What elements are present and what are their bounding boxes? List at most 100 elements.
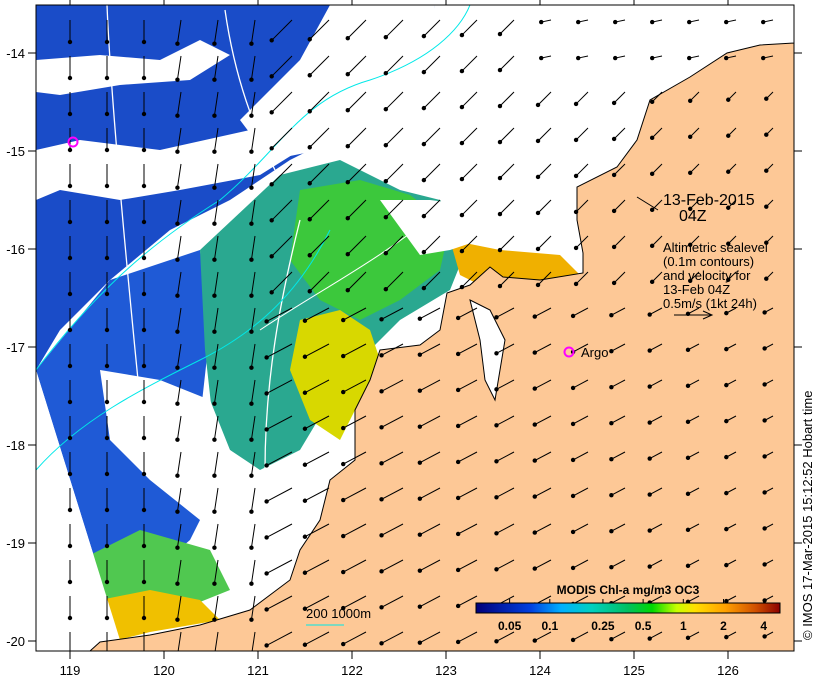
velocity-arrow [176, 307, 182, 332]
velocity-arrow-head [685, 635, 691, 641]
velocity-arrow-head [104, 471, 110, 477]
velocity-arrow-head [539, 19, 544, 25]
king-sound-inlet [469, 299, 506, 402]
velocity-arrow-head [269, 254, 274, 259]
velocity-arrow-head [570, 385, 576, 391]
velocity-arrow [457, 595, 478, 607]
velocity-arrow-head [455, 531, 461, 537]
velocity-arrow-head [570, 529, 576, 535]
velocity-arrow-head [685, 455, 691, 461]
velocity-arrow-head [535, 102, 541, 108]
velocity-arrow [250, 235, 256, 260]
velocity-arrow-head [141, 543, 147, 549]
velocity-arrow [611, 631, 626, 640]
velocity-arrow-head [345, 144, 350, 149]
velocity-arrow-head [532, 350, 537, 355]
velocity-arrow-head [649, 135, 655, 141]
velocity-arrow-head [345, 108, 350, 113]
velocity-arrow-head [104, 147, 110, 153]
velocity-arrow-head [459, 32, 465, 38]
velocity-arrow-head [104, 219, 110, 225]
velocity-arrow [309, 91, 330, 112]
velocity-arrow-head [302, 318, 308, 323]
velocity-arrow [347, 91, 367, 111]
colorbar-tick-label: 0.25 [591, 619, 615, 633]
velocity-arrow [213, 379, 219, 404]
velocity-arrow-head [341, 317, 346, 323]
velocity-arrow [461, 55, 478, 72]
lon-tick-label: 122 [341, 663, 363, 678]
velocity-arrow [572, 631, 589, 641]
lon-tick-label: 121 [247, 663, 269, 678]
velocity-arrow [250, 307, 256, 332]
velocity-arrow [342, 343, 367, 357]
velocity-arrow-head [764, 132, 769, 137]
velocity-arrow [534, 451, 552, 462]
velocity-arrow-head [104, 363, 110, 369]
velocity-arrow-head [685, 419, 691, 425]
velocity-arrow-head [417, 496, 423, 501]
velocity-arrow-head [341, 353, 346, 359]
velocity-arrow [176, 91, 182, 116]
velocity-arrow-head [724, 490, 729, 496]
velocity-arrow-head [570, 493, 576, 499]
velocity-arrow-head [647, 636, 652, 641]
velocity-arrow [534, 559, 552, 570]
velocity-arrow [271, 91, 293, 113]
velocity-arrow [176, 163, 182, 188]
velocity-arrow-head [383, 34, 389, 40]
velocity-arrow-head [649, 243, 655, 249]
bathymetry-contour [36, 229, 331, 471]
velocity-arrow-head [379, 353, 384, 358]
velocity-arrow-head [649, 99, 655, 105]
velocity-arrow-head [341, 497, 346, 503]
velocity-arrow-head [764, 276, 769, 281]
velocity-arrow-head [175, 509, 180, 514]
velocity-arrow [342, 487, 367, 501]
velocity-arrow [213, 127, 219, 152]
velocity-arrow-head [688, 134, 693, 139]
velocity-arrow-head [611, 208, 617, 214]
velocity-arrow-head [379, 425, 384, 430]
velocity-arrow [651, 271, 663, 283]
velocity-arrow-head [417, 352, 423, 357]
velocity-arrow [457, 523, 478, 535]
velocity-arrow-head [611, 136, 617, 142]
marker-circle [67, 136, 79, 148]
velocity-arrow [461, 199, 478, 216]
lat-tick-label: -17 [6, 340, 25, 355]
velocity-arrow-head [455, 603, 461, 609]
velocity-arrow-head [212, 473, 217, 478]
sealevel-contour [224, 9, 276, 171]
velocity-arrow-head [141, 39, 147, 45]
velocity-arrow [649, 415, 663, 423]
velocity-arrow-head [535, 210, 541, 216]
velocity-arrow [250, 199, 256, 224]
velocity-arrow [304, 379, 330, 394]
velocity-arrow-head [104, 543, 110, 549]
velocity-arrow-head [104, 615, 110, 621]
velocity-arrow-head [67, 363, 73, 369]
velocity-arrow-head [249, 509, 254, 514]
velocity-arrow-head [764, 168, 769, 173]
velocity-arrow-head [67, 219, 73, 225]
velocity-arrow-head [532, 530, 537, 535]
velocity-arrow [499, 163, 515, 179]
velocity-arrow [342, 595, 367, 609]
velocity-arrow-head [212, 221, 217, 226]
velocity-arrow-head [212, 617, 217, 622]
velocity-arrow [457, 379, 478, 391]
velocity-arrow-head [379, 533, 384, 538]
velocity-arrow [572, 451, 589, 461]
velocity-arrow-head [249, 437, 254, 442]
velocity-arrow [419, 343, 441, 356]
velocity-arrow [250, 523, 256, 548]
velocity-arrow-head [724, 55, 729, 61]
velocity-arrow-head [341, 461, 346, 467]
velocity-arrow-head [609, 529, 614, 534]
velocity-arrow-head [67, 399, 73, 405]
velocity-arrow-head [307, 37, 312, 42]
velocity-arrow-head [494, 459, 499, 464]
velocity-arrow-head [647, 348, 652, 353]
velocity-arrow-head [539, 55, 544, 61]
